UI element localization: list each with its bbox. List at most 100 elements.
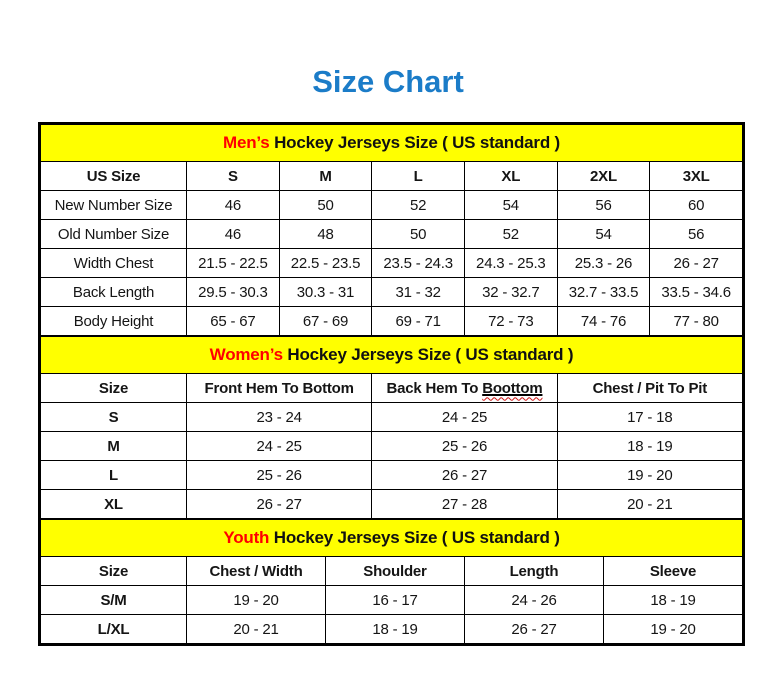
cell: 18 - 19: [602, 585, 744, 615]
youth-band-row: Youth Hockey Jerseys Size ( US standard …: [40, 519, 743, 557]
table-row-women-xl: XL 26 - 27 27 - 28 20 - 21: [39, 489, 744, 519]
cell: 50: [371, 219, 465, 249]
row-label: S/M: [39, 585, 188, 615]
cell: 30.3 - 31: [278, 277, 373, 307]
cell: 23 - 24: [186, 402, 373, 432]
column-header-s: S: [186, 161, 280, 191]
cell: 19 - 20: [186, 585, 326, 615]
row-label: L: [39, 460, 188, 490]
cell: 77 - 80: [649, 306, 743, 336]
table-row-width-chest: Width Chest 21.5 - 22.5 22.5 - 23.5 23.5…: [39, 248, 743, 278]
row-label: XL: [39, 489, 188, 519]
row-label: New Number Size: [39, 190, 188, 220]
mens-band-row: Men’s Hockey Jerseys Size ( US standard …: [40, 124, 743, 162]
column-header-length: Length: [463, 556, 604, 586]
cell: 22.5 - 23.5: [278, 248, 373, 278]
cell: 25 - 26: [186, 460, 373, 490]
table-row-body-height: Body Height 65 - 67 67 - 69 69 - 71 72 -…: [39, 306, 743, 336]
womens-title-rest: Hockey Jerseys Size ( US standard ): [282, 345, 574, 364]
column-header-l: L: [371, 161, 465, 191]
cell: 24.3 - 25.3: [463, 248, 558, 278]
cell: 31 - 32: [371, 277, 465, 307]
row-label: Width Chest: [39, 248, 188, 278]
cell: 26 - 27: [649, 248, 743, 278]
row-label: S: [39, 402, 188, 432]
cell: 69 - 71: [371, 306, 465, 336]
youth-table-title: Youth Hockey Jerseys Size ( US standard …: [40, 519, 743, 557]
column-header-front-hem: Front Hem To Bottom: [186, 373, 373, 403]
cell: 24 - 25: [371, 402, 558, 432]
back-hem-misspelled-word: Boottom: [482, 379, 543, 397]
mens-size-table: Men’s Hockey Jerseys Size ( US standard …: [39, 124, 743, 336]
cell: 29.5 - 30.3: [186, 277, 280, 307]
womens-size-table: Women’s Hockey Jerseys Size ( US standar…: [39, 336, 744, 519]
page-title: Size Chart: [312, 64, 464, 99]
cell: 50: [278, 190, 373, 220]
row-label: Old Number Size: [39, 219, 188, 249]
table-row-old-number-size: Old Number Size 46 48 50 52 54 56: [39, 219, 743, 249]
size-chart-tables: Men’s Hockey Jerseys Size ( US standard …: [38, 122, 745, 646]
cell: 17 - 18: [556, 402, 744, 432]
column-header-chest-pit: Chest / Pit To Pit: [556, 373, 744, 403]
column-header-sleeve: Sleeve: [602, 556, 744, 586]
youth-header-row: Size Chest / Width Shoulder Length Sleev…: [39, 556, 744, 586]
column-header-3xl: 3XL: [649, 161, 743, 191]
cell: 60: [649, 190, 743, 220]
cell: 32 - 32.7: [463, 277, 558, 307]
table-row-women-s: S 23 - 24 24 - 25 17 - 18: [39, 402, 744, 432]
mens-table-title: Men’s Hockey Jerseys Size ( US standard …: [40, 124, 743, 162]
column-header-chest-width: Chest / Width: [186, 556, 326, 586]
cell: 25.3 - 26: [556, 248, 651, 278]
womens-header-row: Size Front Hem To Bottom Back Hem To Boo…: [39, 373, 744, 403]
womens-band-row: Women’s Hockey Jerseys Size ( US standar…: [40, 336, 743, 374]
column-header-back-hem: Back Hem To Boottom: [371, 373, 558, 403]
row-label: M: [39, 431, 188, 461]
cell: 54: [556, 219, 651, 249]
womens-title-highlight: Women’s: [209, 345, 283, 364]
cell: 56: [556, 190, 651, 220]
mens-title-rest: Hockey Jerseys Size ( US standard ): [269, 133, 560, 152]
cell: 74 - 76: [556, 306, 651, 336]
mens-header-row: US Size S M L XL 2XL 3XL: [39, 161, 743, 191]
cell: 21.5 - 22.5: [186, 248, 280, 278]
column-header-size: Size: [39, 556, 188, 586]
womens-table-title: Women’s Hockey Jerseys Size ( US standar…: [40, 336, 743, 374]
column-header-us-size: US Size: [39, 161, 188, 191]
cell: 67 - 69: [278, 306, 373, 336]
cell: 26 - 27: [463, 614, 604, 644]
cell: 65 - 67: [186, 306, 280, 336]
cell: 56: [649, 219, 743, 249]
table-row-women-m: M 24 - 25 25 - 26 18 - 19: [39, 431, 744, 461]
cell: 16 - 17: [325, 585, 465, 615]
cell: 72 - 73: [463, 306, 558, 336]
cell: 27 - 28: [371, 489, 558, 519]
cell: 19 - 20: [556, 460, 744, 490]
cell: 33.5 - 34.6: [649, 277, 743, 307]
back-hem-prefix: Back Hem To: [386, 379, 479, 397]
cell: 52: [371, 190, 465, 220]
table-row-youth-sm: S/M 19 - 20 16 - 17 24 - 26 18 - 19: [39, 585, 744, 615]
youth-title-highlight: Youth: [223, 528, 270, 547]
table-row-new-number-size: New Number Size 46 50 52 54 56 60: [39, 190, 743, 220]
row-label: Back Length: [39, 277, 188, 307]
youth-size-table: Youth Hockey Jerseys Size ( US standard …: [39, 519, 744, 644]
column-header-shoulder: Shoulder: [325, 556, 465, 586]
cell: 52: [463, 219, 558, 249]
cell: 20 - 21: [556, 489, 744, 519]
cell: 24 - 25: [186, 431, 373, 461]
cell: 26 - 27: [371, 460, 558, 490]
cell: 26 - 27: [186, 489, 373, 519]
cell: 46: [186, 219, 280, 249]
column-header-2xl: 2XL: [556, 161, 651, 191]
mens-title-highlight: Men’s: [223, 133, 270, 152]
cell: 19 - 20: [602, 614, 744, 644]
column-header-m: M: [278, 161, 373, 191]
cell: 23.5 - 24.3: [371, 248, 465, 278]
youth-title-rest: Hockey Jerseys Size ( US standard ): [269, 528, 560, 547]
table-row-youth-lxl: L/XL 20 - 21 18 - 19 26 - 27 19 - 20: [39, 614, 744, 644]
column-header-size: Size: [39, 373, 188, 403]
cell: 24 - 26: [463, 585, 604, 615]
cell: 20 - 21: [186, 614, 326, 644]
cell: 18 - 19: [325, 614, 465, 644]
